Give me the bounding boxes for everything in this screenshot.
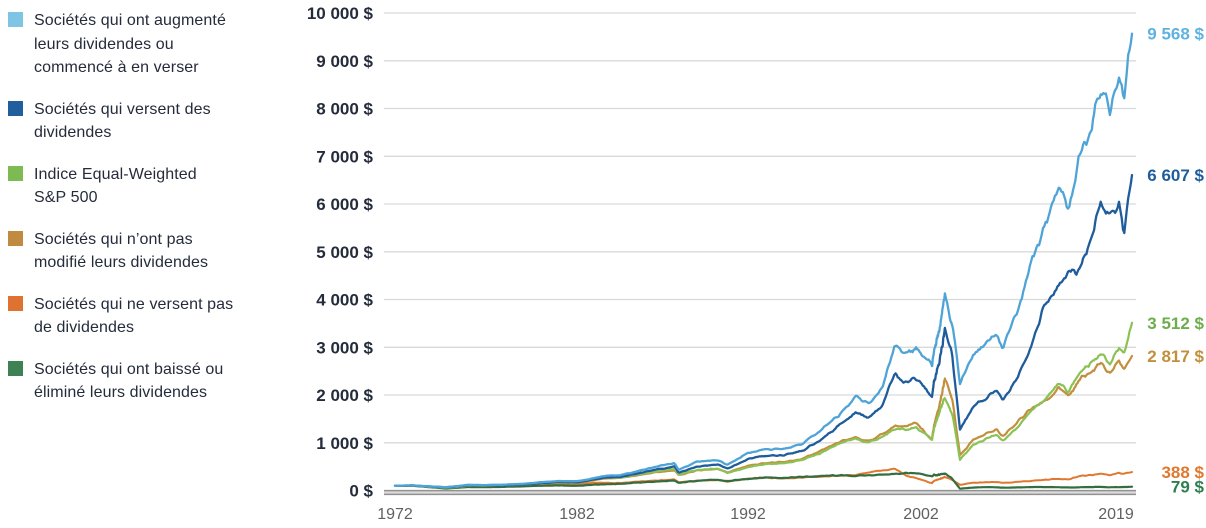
legend-item-nonpayers: Sociétés qui ne versent pas de dividende… [8, 293, 284, 340]
y-axis-label-3000: 3 000 $ [316, 338, 373, 357]
x-axis-label-2002: 2002 [903, 506, 939, 523]
legend-swatch-payers [8, 100, 23, 116]
legend-item-label: Sociétés qui ont augmenté leurs dividend… [34, 12, 226, 76]
legend-item-nochange: Sociétés qui n’ont pas modifié leurs div… [8, 228, 284, 275]
end-value-label-ew: 3 512 $ [1147, 314, 1204, 333]
series-line-growers [393, 32, 1134, 489]
y-axis-label-1000: 1 000 $ [316, 434, 373, 453]
x-axis-label-2019: 2019 [1098, 506, 1134, 523]
series-line-payers [393, 173, 1134, 489]
y-axis-label-5000: 5 000 $ [316, 243, 373, 262]
end-value-label-nonpayers: 388 $ [1161, 463, 1204, 482]
x-axis-label-1992: 1992 [730, 506, 766, 523]
legend-swatch-ew [8, 165, 23, 181]
end-value-label-growers: 9 568 $ [1147, 25, 1204, 44]
chart-legend: Sociétés qui ont augmenté leurs dividend… [8, 9, 284, 405]
end-value-label-nochange: 2 817 $ [1147, 347, 1204, 366]
legend-swatch-growers [8, 12, 23, 27]
y-axis-label-10000: 10 000 $ [307, 4, 374, 23]
y-axis-label-6000: 6 000 $ [316, 195, 373, 214]
end-value-label-cutters: 79 $ [1171, 478, 1205, 497]
y-axis-label-0: 0 $ [349, 482, 373, 501]
x-axis-label-1982: 1982 [559, 506, 595, 523]
y-axis-label-4000: 4 000 $ [316, 291, 373, 310]
legend-item-label: Indice Equal-Weighted S&P 500 [34, 165, 197, 207]
legend-item-payers: Sociétés qui versent des dividendes [8, 98, 284, 145]
legend-item-label: Sociétés qui n’ont pas modifié leurs div… [34, 230, 209, 272]
legend-item-growers: Sociétés qui ont augmenté leurs dividend… [8, 9, 284, 80]
legend-swatch-nochange [8, 230, 23, 246]
series-line-cutters [393, 471, 1134, 490]
y-axis-label-2000: 2 000 $ [316, 386, 373, 405]
legend-item-ew: Indice Equal-Weighted S&P 500 [8, 163, 284, 210]
y-axis-label-7000: 7 000 $ [316, 147, 373, 166]
x-axis-band [384, 490, 1136, 495]
y-axis-label-9000: 9 000 $ [316, 52, 373, 71]
legend-item-cutters: Sociétés qui ont baissé ou éliminé leurs… [8, 358, 284, 405]
legend-item-label: Sociétés qui ont baissé ou éliminé leurs… [34, 360, 224, 402]
x-axis-label-1972: 1972 [377, 506, 413, 523]
end-value-label-payers: 6 607 $ [1147, 166, 1204, 185]
legend-swatch-nonpayers [8, 295, 23, 311]
legend-swatch-cutters [8, 360, 23, 376]
y-axis-label-8000: 8 000 $ [316, 100, 373, 119]
legend-item-label: Sociétés qui ne versent pas de dividende… [34, 295, 234, 337]
legend-item-label: Sociétés qui versent des dividendes [34, 100, 211, 142]
